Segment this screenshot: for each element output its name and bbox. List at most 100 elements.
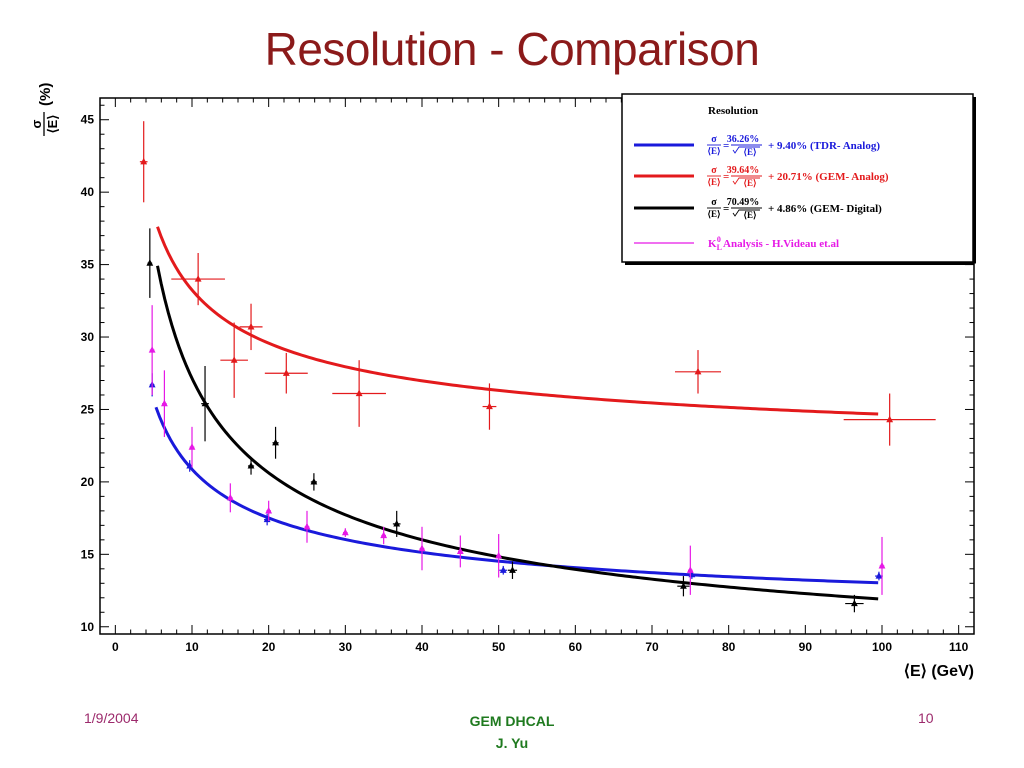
legend-sqrt-arg: ⟨E⟩ xyxy=(743,178,756,188)
footer-center-line1: GEM DHCAL xyxy=(469,713,555,729)
data-point-gem_analog xyxy=(139,121,148,203)
x-tick-label: 0 xyxy=(112,640,119,654)
data-point-videau xyxy=(878,536,886,595)
axis-labels: 0 10 20 30 40 50 60 70 80 90 100 110 10 15 20 25 30 35 40 4… xyxy=(29,83,974,680)
footer-center: GEM DHCAL J. Yu xyxy=(412,710,612,754)
data-point-gem_analog xyxy=(482,383,497,430)
legend-header: Resolution xyxy=(708,105,758,117)
y-tick-label: 20 xyxy=(81,475,95,489)
fit-curve-gem_analog xyxy=(156,226,879,416)
data-point-videau xyxy=(303,510,311,543)
x-tick-label: 90 xyxy=(799,640,813,654)
slide-title: Resolution - Comparison xyxy=(264,23,760,75)
triangle-marker xyxy=(686,566,694,573)
triangle-marker xyxy=(188,443,196,450)
legend-constant-term: + 9.40% (TDR- Analog) xyxy=(768,140,880,152)
legend-sigma: σ xyxy=(711,197,717,208)
triangle-marker xyxy=(694,367,702,375)
triangle-marker xyxy=(226,493,234,501)
legend-entry-gem_analog: σ⟨E⟩ =39.64%⟨E⟩ + 20.71% (GEM- Analog) xyxy=(634,165,889,188)
data-point-videau xyxy=(380,526,388,545)
y-tick-label: 45 xyxy=(81,113,95,127)
footer-page-number: 10 xyxy=(918,710,934,726)
data-point-gem_digital xyxy=(310,473,318,491)
legend-constant-term: + 20.71% (GEM- Analog) xyxy=(768,171,889,183)
x-tick-label: 40 xyxy=(415,640,429,654)
legend-stochastic-term: 39.64% xyxy=(727,165,760,176)
triangle-marker xyxy=(230,356,238,363)
y-tick-label: 40 xyxy=(81,185,95,199)
data-point-videau xyxy=(456,535,464,568)
y-axis-label-unit: (%) xyxy=(37,83,54,106)
legend-energy: ⟨E⟩ xyxy=(707,146,720,156)
data-point-gem_digital xyxy=(677,576,690,597)
legend-box xyxy=(621,93,974,263)
legend-equals: = xyxy=(723,140,729,152)
legend-sigma: σ xyxy=(711,165,717,176)
data-point-gem_analog xyxy=(264,352,308,394)
y-axis-label-denominator: ⟨E⟩ xyxy=(45,115,60,134)
legend-stochastic-term: 36.26% xyxy=(727,134,760,145)
y-axis-label-numerator: σ xyxy=(29,119,44,128)
legend-equals: = xyxy=(723,171,729,183)
triangle-marker xyxy=(265,506,273,514)
data-point-gem_analog xyxy=(675,350,721,394)
x-tick-label: 100 xyxy=(872,640,892,654)
data-point-gem_digital xyxy=(146,228,154,298)
data-point-videau xyxy=(226,483,234,513)
data-point-gem_digital xyxy=(845,594,864,613)
triangle-marker xyxy=(161,399,168,407)
triangle-marker xyxy=(303,522,311,530)
triangle-marker xyxy=(875,572,883,579)
data-point-gem_digital xyxy=(247,457,255,475)
triangle-marker xyxy=(393,519,401,527)
triangle-marker xyxy=(380,531,388,539)
y-tick-label: 15 xyxy=(81,547,95,561)
data-point-videau xyxy=(686,545,694,595)
data-point-gem_analog xyxy=(843,393,936,446)
triangle-marker xyxy=(146,259,154,266)
y-tick-label: 35 xyxy=(81,258,95,272)
data-point-videau xyxy=(495,534,503,578)
data-point-gem_digital xyxy=(392,510,401,537)
legend-label: KL0 Analysis - H.Videau et.al xyxy=(708,235,839,252)
triangle-marker xyxy=(878,561,886,569)
triangle-marker xyxy=(499,566,507,573)
y-axis-label: σ ⟨E⟩ (%) xyxy=(29,83,60,136)
fit-curves xyxy=(154,226,879,601)
legend-sqrt-sign xyxy=(732,177,760,185)
triangle-marker xyxy=(282,369,290,376)
triangle-marker xyxy=(418,544,426,552)
x-tick-label: 70 xyxy=(645,640,659,654)
y-tick-label: 30 xyxy=(81,330,95,344)
data-point-videau xyxy=(148,305,156,395)
triangle-marker xyxy=(680,582,687,589)
legend-stochastic-term: 70.49% xyxy=(727,197,760,208)
legend-sigma: σ xyxy=(711,134,717,145)
triangle-marker xyxy=(310,477,318,485)
data-point-gem_analog xyxy=(239,303,263,351)
triangle-marker xyxy=(201,399,209,407)
legend-sqrt-arg: ⟨E⟩ xyxy=(743,147,756,157)
legend-energy: ⟨E⟩ xyxy=(707,177,720,187)
x-tick-label: 10 xyxy=(185,640,199,654)
triangle-marker xyxy=(851,599,858,607)
x-axis-label: ⟨E⟩ (GeV) xyxy=(904,663,974,680)
triangle-marker xyxy=(148,346,156,353)
legend-entry-videau: KL0 Analysis - H.Videau et.al xyxy=(634,235,839,252)
triangle-marker xyxy=(247,461,255,469)
data-point-gem_digital xyxy=(201,366,209,442)
data-points xyxy=(139,121,936,613)
triangle-marker xyxy=(355,389,363,397)
triangle-marker xyxy=(886,415,894,423)
data-point-videau xyxy=(265,500,273,522)
x-tick-label: 60 xyxy=(569,640,583,654)
data-point-videau xyxy=(341,528,349,537)
y-tick-label: 25 xyxy=(81,402,95,416)
legend-sqrt-sign xyxy=(732,146,760,154)
triangle-marker xyxy=(194,275,202,282)
triangle-marker xyxy=(486,402,493,410)
data-point-videau xyxy=(161,370,168,437)
data-point-videau xyxy=(188,426,196,468)
